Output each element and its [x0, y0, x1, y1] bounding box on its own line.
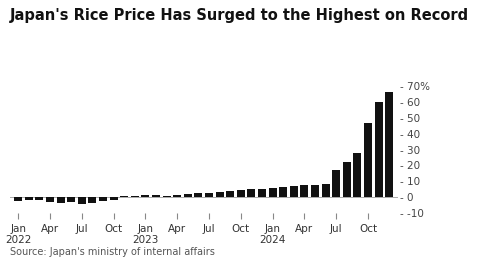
Bar — [151, 195, 160, 197]
Bar — [226, 191, 234, 197]
Bar — [279, 187, 287, 197]
Bar — [99, 197, 107, 201]
Bar — [247, 189, 255, 197]
Bar — [342, 162, 350, 197]
Bar — [77, 197, 86, 204]
Bar — [310, 185, 318, 197]
Bar — [46, 197, 54, 202]
Bar — [321, 184, 329, 197]
Bar — [205, 192, 212, 197]
Bar — [131, 196, 138, 197]
Bar — [173, 195, 181, 197]
Bar — [236, 190, 244, 197]
Text: Japan's Rice Price Has Surged to the Highest on Record: Japan's Rice Price Has Surged to the Hig… — [10, 8, 468, 23]
Bar — [257, 188, 265, 197]
Bar — [215, 192, 223, 197]
Bar — [14, 197, 22, 201]
Bar — [300, 185, 308, 197]
Bar — [183, 194, 191, 197]
Bar — [57, 197, 64, 203]
Bar — [67, 197, 75, 202]
Bar — [35, 197, 43, 200]
Bar — [363, 122, 371, 197]
Bar — [162, 196, 170, 197]
Text: Source: Japan's ministry of internal affairs: Source: Japan's ministry of internal aff… — [10, 248, 214, 257]
Bar — [384, 92, 393, 197]
Bar — [289, 186, 297, 197]
Bar — [109, 197, 117, 200]
Bar — [332, 170, 339, 197]
Bar — [88, 197, 96, 203]
Bar — [25, 197, 33, 200]
Bar — [374, 102, 382, 197]
Bar — [194, 193, 202, 197]
Bar — [268, 188, 276, 197]
Bar — [141, 195, 149, 197]
Bar — [353, 153, 361, 197]
